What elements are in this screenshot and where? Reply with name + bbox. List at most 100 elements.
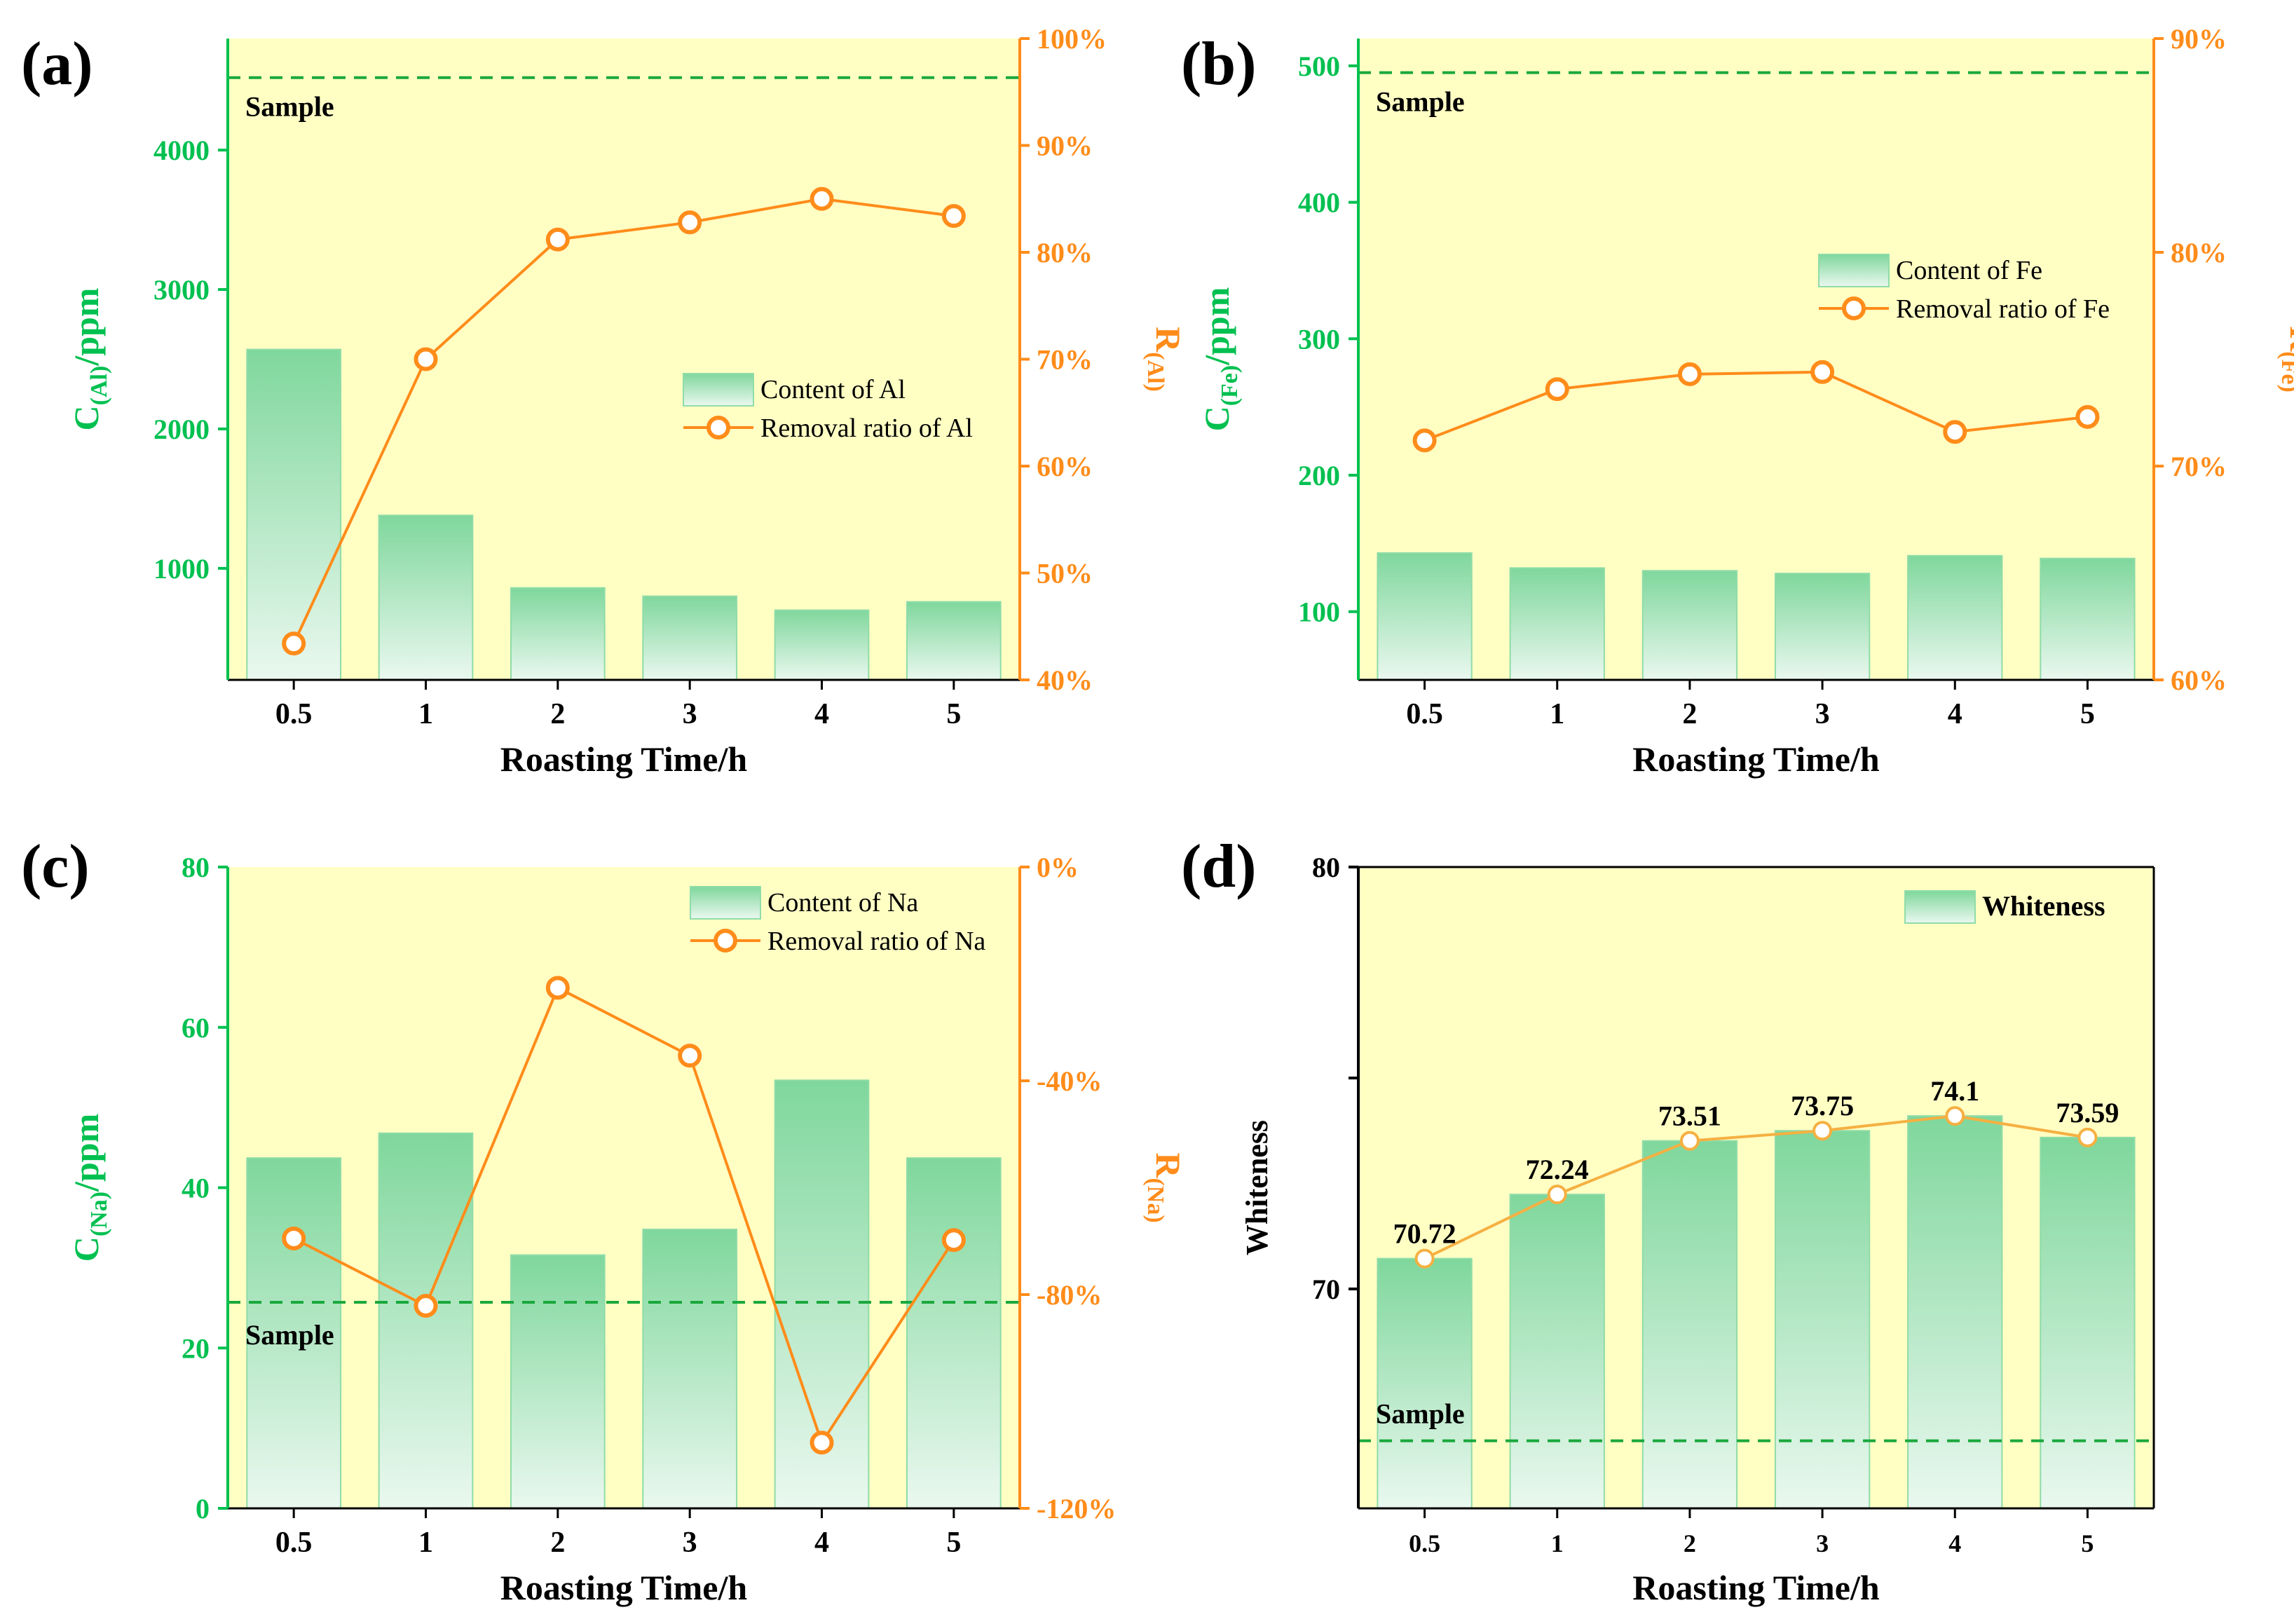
series-point [1412, 428, 1437, 453]
y-title-main: C [67, 1236, 106, 1262]
series-line [1423, 370, 2088, 442]
bar [378, 1132, 474, 1509]
series-point [1943, 420, 1967, 444]
y-title-tail: /ppm [67, 288, 106, 367]
bar [642, 595, 738, 681]
y-tick-label: 1000 [153, 553, 210, 585]
legend-bar-label: Content of Al [760, 375, 906, 404]
panel-a: (a) Sample 0.5 1 2 3 4 5 Roasting Time/h 1000 2000… [21, 23, 1188, 779]
legend-bar-swatch [690, 886, 761, 920]
x-tick-label: 2 [550, 698, 565, 730]
series-point [810, 1431, 834, 1455]
panel-letter: (a) [21, 30, 93, 98]
bar [1377, 552, 1473, 681]
legend-bar-swatch [1818, 254, 1890, 287]
y2-title-main: R [1149, 1152, 1188, 1178]
bar [1774, 573, 1871, 681]
bar [246, 1157, 342, 1510]
bar [1907, 554, 2003, 681]
y2-axis-title: R(Na) [1142, 1152, 1188, 1222]
y-tick-label: 60 [182, 1012, 210, 1044]
y-title-sub: (Fe) [1217, 365, 1243, 407]
legend-line-label: Removal ratio of Na [767, 927, 985, 956]
sample-label: Sample [245, 1319, 334, 1351]
legend-line-label: Removal ratio of Al [760, 414, 973, 443]
series-point [2075, 404, 2100, 429]
y-title-tail: /ppm [1197, 287, 1236, 366]
legend-marker [706, 416, 730, 439]
legend-bar-label: Content of Na [767, 888, 918, 917]
x-tick-label: 5 [2080, 698, 2095, 730]
x-tick-label: 2 [1682, 698, 1697, 730]
y2-title-sub: (Na) [1142, 1178, 1168, 1222]
y-title-tail: /ppm [67, 1114, 106, 1192]
data-label: 73.51 [1658, 1100, 1721, 1132]
y2-tick-label: 0% [1037, 852, 1079, 883]
x-axis-title: Roasting Time/h [1632, 1568, 1880, 1607]
series-point [545, 227, 570, 252]
sample-label: Sample [1376, 86, 1465, 118]
sample-label: Sample [1376, 1398, 1465, 1430]
data-label: 72.24 [1526, 1154, 1589, 1185]
y2-tick-label: 70% [1037, 344, 1093, 376]
y-tick-label: 200 [1298, 460, 1340, 491]
x-tick-label: 0.5 [1406, 698, 1443, 730]
legend-bar-swatch [1904, 890, 1976, 924]
bar [2040, 1136, 2136, 1509]
legend-marker [1842, 296, 1866, 320]
series-point [678, 210, 702, 235]
x-tick-label: 1 [418, 1527, 433, 1559]
x-tick-label: 0.5 [1409, 1529, 1440, 1557]
x-tick-label: 3 [683, 1527, 697, 1559]
bar [1641, 1140, 1738, 1509]
plot-background [1358, 867, 2154, 1508]
plot-background [228, 39, 1020, 680]
panel-d: (d) Sample 70.72 72.24 73.51 73.75 74.1 73.59 0.… [1181, 833, 2155, 1607]
y2-title-sub: (Al) [1142, 352, 1168, 392]
legend-bar-swatch [683, 373, 754, 407]
x-tick-label: 4 [1948, 1529, 1961, 1557]
y2-axis-title: R(Fe) [2276, 326, 2294, 393]
bar [1641, 570, 1738, 681]
x-tick-label: 1 [1551, 1529, 1564, 1557]
series-point [941, 204, 966, 228]
bar [642, 1228, 738, 1509]
y2-tick-label: -80% [1037, 1279, 1102, 1311]
y2-tick-label: 80% [1037, 237, 1093, 268]
x-axis-title: Roasting Time/h [1632, 739, 1880, 779]
series-point [1945, 1106, 1965, 1126]
bar [1509, 1194, 1605, 1509]
y-title-main: C [1197, 406, 1236, 431]
bar [510, 1254, 606, 1509]
legend-bar-label: Content of Fe [1896, 256, 2042, 285]
bar [378, 514, 474, 681]
x-axis-title: Roasting Time/h [500, 1568, 748, 1607]
bar [1774, 1130, 1871, 1509]
y-tick-label: 80 [1312, 852, 1340, 883]
y-axis-title: Whiteness [1240, 1120, 1274, 1255]
legend: Content of Al Removal ratio of Al [683, 373, 973, 443]
series-point [414, 347, 438, 371]
y-tick-label: 3000 [153, 274, 210, 306]
y2-tick-label: 100% [1037, 23, 1107, 55]
y-tick-label: 20 [182, 1332, 210, 1364]
series-point [2077, 1127, 2098, 1147]
x-axis-title: Roasting Time/h [500, 739, 748, 779]
y2-tick-label: -120% [1037, 1493, 1116, 1524]
y-tick-label: 400 [1298, 187, 1340, 219]
series-point [1547, 1185, 1567, 1205]
y2-title-sub: (Fe) [2276, 351, 2294, 393]
series-point [1812, 1121, 1833, 1141]
y-title-main: C [67, 405, 106, 430]
series-point [1810, 360, 1835, 384]
x-tick-label: 5 [946, 698, 961, 730]
y-tick-label: 0 [196, 1493, 210, 1524]
y-tick-label: 300 [1298, 323, 1340, 355]
x-tick-label: 4 [814, 698, 829, 730]
series-point [282, 632, 306, 656]
series-line [293, 985, 955, 1446]
data-label: 70.72 [1393, 1218, 1456, 1250]
y2-title-main: R [2283, 326, 2294, 352]
bar [510, 587, 606, 681]
